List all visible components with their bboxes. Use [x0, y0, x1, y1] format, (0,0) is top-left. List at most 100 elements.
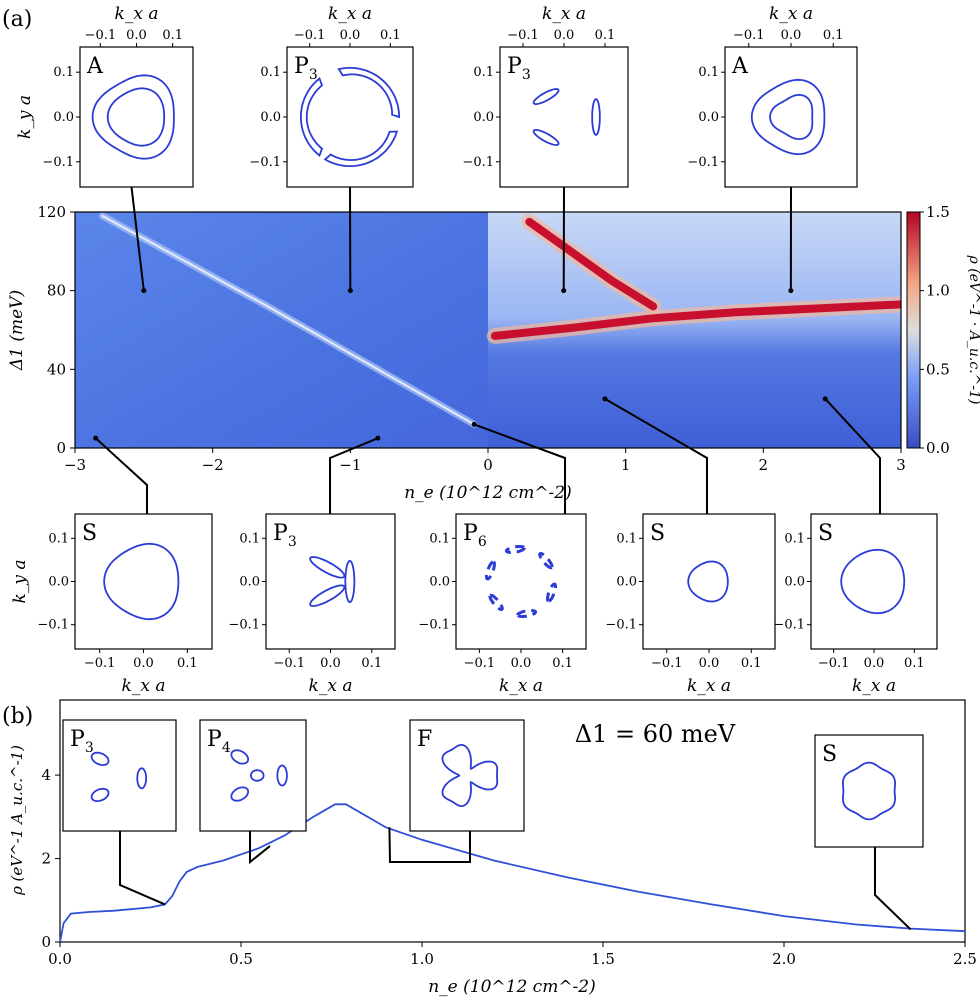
heatmap-y-tick-label: 80: [47, 282, 66, 300]
inset-y-tick-label: 0.1: [239, 531, 260, 546]
heatmap-x-tick-label: −3: [64, 456, 86, 474]
inset-x-tick-label: 0.1: [552, 656, 573, 671]
inset-connector: [119, 831, 166, 906]
panel-b-insets: P3 P4 F S: [62, 719, 924, 931]
heatmap-x-tick-label: 3: [896, 456, 906, 474]
inset-anchor-dot: [375, 435, 381, 441]
inset-y-tick-label: 0.1: [698, 65, 719, 80]
inset-axes: −0.1 0.0 0.1 k_x a 0.1 0.0 −0.1: [605, 531, 761, 696]
inset-x-label: k_x a: [122, 676, 166, 696]
inset-frame: [62, 719, 177, 832]
line-x-tick-label: 0.0: [48, 950, 72, 968]
inset-axes: −0.1 0.0 0.1 k_x a 0.1 0.0 −0.1: [462, 4, 615, 170]
inset-y-tick-label: 0.0: [616, 575, 637, 590]
fermi-contour: [103, 542, 180, 621]
fermi-contour: [841, 761, 897, 821]
inset-y-tick-label: 0.0: [784, 575, 805, 590]
inset-anchor-dot: [141, 288, 147, 294]
line-x-tick-label: 2.5: [953, 950, 977, 968]
fermi-contour: [441, 743, 499, 808]
fermi-contour: [309, 556, 346, 579]
inset-y-label: k_y a: [10, 560, 30, 604]
fermi-contour: [323, 130, 399, 167]
fermi-contour: [591, 98, 601, 136]
heatmap-y-tick-label: 120: [37, 203, 66, 221]
fermi-contour: [504, 545, 526, 554]
line-x-ticks: 0.0 0.5 1.0 1.5 2.0 2.5: [48, 942, 977, 968]
inset-x-tick-label: −0.1: [733, 28, 765, 43]
inset-x-label: k_x a: [852, 676, 896, 696]
inset-axes: −0.1 0.0 0.1k_x a0.10.0−0.1k_y a: [10, 531, 198, 696]
inset-y-tick-label: 0.1: [473, 65, 494, 80]
inset-x-tick-label: 0.1: [595, 28, 616, 43]
heatmap-ridge: [490, 300, 901, 340]
colorbar-ticks: 0.0 0.5 1.0 1.5: [920, 203, 950, 457]
inset-x-tick-label: −0.1: [85, 28, 117, 43]
inset-b-1: P4: [199, 719, 307, 832]
inset-x-tick-label: 0.0: [554, 28, 575, 43]
inset-x-tick-label: −0.1: [507, 28, 539, 43]
inset-x-label: k_x a: [769, 4, 813, 24]
fermi-contour: [337, 67, 400, 119]
inset-connector: [874, 847, 912, 931]
inset-y-tick-label: 0.0: [239, 575, 260, 590]
inset-bottom-3: S: [642, 513, 776, 650]
inset-y-tick-label: 0.1: [53, 65, 74, 80]
heatmap-y-tick-label: 40: [47, 360, 66, 378]
inset-bottom-2: P6: [455, 513, 587, 650]
inset-top-1: P3: [286, 46, 414, 188]
inset-anchor-dot: [822, 396, 828, 402]
inset-label: A: [731, 54, 749, 79]
inset-x-tick-label: 0.1: [162, 28, 183, 43]
heatmap-left-background: [75, 212, 488, 448]
heatmap-y-label: Δ1 (meV): [7, 290, 27, 371]
inset-y-tick-label: −0.1: [605, 618, 637, 633]
fermi-contour: [91, 74, 175, 160]
panel-a-insets: A −0.1 0.0 0.1 k_x a 0.1 0.0 −0.1 k_y a P3 −0.1 0.0…: [10, 4, 938, 696]
inset-y-tick-label: −0.1: [249, 155, 281, 170]
fermi-contour: [230, 786, 249, 802]
inset-label: S: [818, 521, 833, 546]
inset-y-tick-label: 0.0: [260, 110, 281, 125]
inset-connector: [473, 423, 566, 514]
colorbar-tick-label: 0.5: [926, 360, 950, 378]
inset-y-tick-label: −0.1: [228, 618, 260, 633]
inset-b-2: F: [409, 719, 525, 832]
inset-label: F: [417, 727, 432, 752]
inset-axes: −0.1 0.0 0.1 k_x a 0.1 0.0 −0.1: [687, 4, 843, 170]
inset-frame: [499, 46, 629, 188]
fermi-contour: [230, 749, 249, 765]
inset-x-tick-label: −0.1: [294, 28, 326, 43]
inset-y-tick-label: 0.0: [473, 110, 494, 125]
inset-y-tick-label: 0.1: [616, 531, 637, 546]
heatmap-y-ticks: 0 40 80 120: [37, 203, 75, 457]
inset-x-tick-label: 0.1: [904, 656, 925, 671]
inset-x-tick-label: 0.0: [781, 28, 802, 43]
inset-frame: [642, 513, 776, 650]
inset-bottom-4: S: [810, 513, 938, 650]
heatmap-x-tick-label: 1: [621, 456, 631, 474]
inset-x-tick-label: 0.0: [864, 656, 885, 671]
heatmap-ridges: [99, 212, 901, 428]
inset-x-tick-label: 0.1: [823, 28, 844, 43]
line-x-tick-label: 0.5: [229, 950, 253, 968]
inset-y-tick-label: 0.1: [48, 531, 69, 546]
inset-x-label: k_x a: [328, 4, 372, 24]
fermi-contour: [840, 548, 906, 615]
line-y-ticks: 0 2 4: [41, 766, 60, 951]
inset-x-tick-label: 0.0: [133, 656, 154, 671]
fermi-contour: [136, 767, 147, 790]
inset-top-0: A: [79, 46, 194, 188]
inset-axes: −0.1 0.0 0.1k_x a0.10.0−0.1k_y a: [15, 4, 183, 170]
inset-bottom-0: S: [74, 513, 213, 650]
inset-x-tick-label: 0.0: [126, 28, 147, 43]
heatmap-x-label: n_e (10^12 cm^-2): [404, 483, 572, 503]
line-y-tick-label: 0: [41, 933, 51, 951]
line-annotation: Δ1 = 60 meV: [575, 720, 736, 748]
fermi-contour: [300, 76, 324, 158]
inset-x-label: k_x a: [499, 676, 543, 696]
inset-axes: −0.1 0.0 0.1 k_x a 0.1 0.0 −0.1: [773, 531, 924, 696]
inset-frame: [199, 719, 307, 832]
line-x-tick-label: 2.0: [772, 950, 796, 968]
